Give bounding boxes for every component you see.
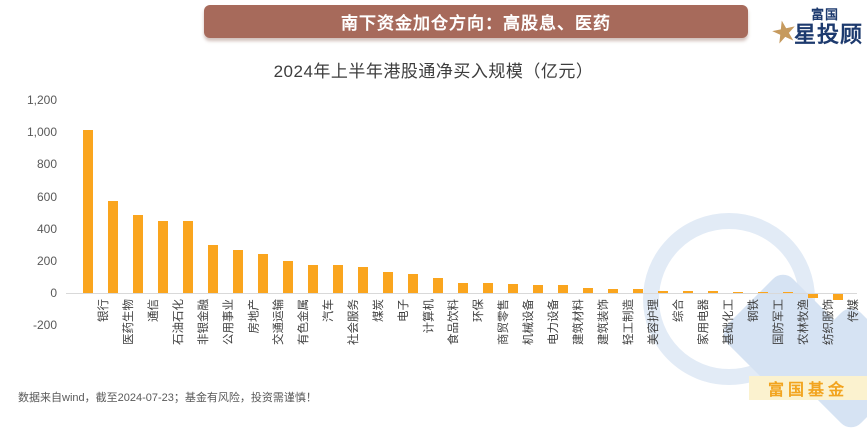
bar <box>758 291 768 293</box>
category-label: 公用事业 <box>223 299 235 345</box>
bar <box>183 221 193 293</box>
y-tick-label: 600 <box>36 189 57 204</box>
chart-title: 2024年上半年港股通净买入规模（亿元） <box>273 62 594 81</box>
brand-main-row: ★ 星投顾 <box>768 14 863 52</box>
bar <box>108 200 118 293</box>
bar <box>83 129 93 293</box>
category-label: 通信 <box>148 299 160 322</box>
bar <box>783 292 793 293</box>
title-banner: 南下资金加仓方向：高股息、医药 <box>204 5 748 38</box>
bar <box>158 220 168 293</box>
category-label: 环保 <box>473 299 485 322</box>
category-label: 国防军工 <box>773 299 785 345</box>
y-tick-label: 800 <box>36 157 57 172</box>
category-label: 电子 <box>398 299 410 322</box>
bar <box>458 282 468 293</box>
bar <box>658 290 668 293</box>
category-label: 房地产 <box>248 299 260 334</box>
bar <box>558 285 568 293</box>
bar <box>233 250 243 293</box>
bar <box>308 265 318 293</box>
bar <box>133 215 143 293</box>
category-label: 传媒 <box>848 299 860 322</box>
x-axis-line <box>66 293 857 294</box>
category-label: 有色金属 <box>298 299 310 345</box>
bar <box>433 278 443 293</box>
category-label: 汽车 <box>323 299 335 322</box>
category-label: 食品饮料 <box>448 299 460 345</box>
category-label: 综合 <box>673 299 685 322</box>
watermark-logo: 富国基金 <box>637 210 867 433</box>
category-label: 银行 <box>98 299 110 322</box>
category-label: 煤炭 <box>373 299 385 322</box>
bar <box>683 290 693 293</box>
bar <box>408 273 418 293</box>
category-label: 钢铁 <box>748 299 760 322</box>
category-label: 商贸零售 <box>498 299 510 345</box>
category-label: 美容护理 <box>648 299 660 345</box>
category-label: 建筑装饰 <box>598 299 610 345</box>
bar <box>283 260 293 293</box>
y-tick-label: 0 <box>50 286 57 300</box>
category-label: 交通运输 <box>273 299 285 345</box>
bar <box>808 294 818 299</box>
y-tick-label: 200 <box>36 253 57 268</box>
category-label: 石油石化 <box>173 299 185 345</box>
category-label: 电力设备 <box>548 299 560 345</box>
infographic: 南下资金加仓方向：高股息、医药 富国 ★ 星投顾 2024年上半年港股通净买入规… <box>18 3 867 433</box>
bar <box>508 284 518 293</box>
bar <box>633 289 643 293</box>
bar <box>733 291 743 293</box>
category-label: 非银金融 <box>198 299 210 345</box>
footnote: 数据来自wind，截至2024-07-23；基金有风险，投资需谨慎！ <box>18 392 317 404</box>
bar <box>208 245 218 293</box>
bar <box>708 291 718 293</box>
category-label: 基础化工 <box>723 299 735 345</box>
bar <box>583 288 593 293</box>
brand-logo: 富国 ★ 星投顾 <box>763 3 863 57</box>
category-label: 家用电器 <box>698 299 710 345</box>
brand-main-label: 星投顾 <box>793 22 863 47</box>
category-label: 计算机 <box>423 299 435 334</box>
bar <box>258 253 268 293</box>
y-tick-label: 1,000 <box>26 125 57 140</box>
watermark-text: 富国基金 <box>767 382 848 399</box>
y-tick-label: -200 <box>32 318 57 333</box>
banner-title: 南下资金加仓方向：高股息、医药 <box>341 14 611 33</box>
bar-chart: 1,200 1,000 800 600 400 200 0 -200 银行 医药生物 通信 石油石化 非… <box>26 93 860 345</box>
category-label: 轻工制造 <box>623 299 635 345</box>
bar <box>333 265 343 293</box>
category-label: 医药生物 <box>123 299 135 345</box>
bar <box>483 283 493 293</box>
category-label: 农林牧渔 <box>798 299 810 345</box>
category-label: 纺织服饰 <box>823 299 835 345</box>
bar <box>358 267 368 293</box>
y-tick-label: 1,200 <box>26 93 57 107</box>
brand-small-label: 富国 <box>810 7 839 22</box>
bar <box>383 272 393 293</box>
category-label: 建筑材料 <box>573 299 585 345</box>
watermark-band: 富国基金 <box>749 376 867 400</box>
category-label: 社会服务 <box>348 299 360 345</box>
bar <box>533 284 543 293</box>
bar <box>608 288 618 293</box>
bar <box>833 294 843 300</box>
category-label: 机械设备 <box>523 299 535 345</box>
y-tick-label: 400 <box>36 221 57 236</box>
